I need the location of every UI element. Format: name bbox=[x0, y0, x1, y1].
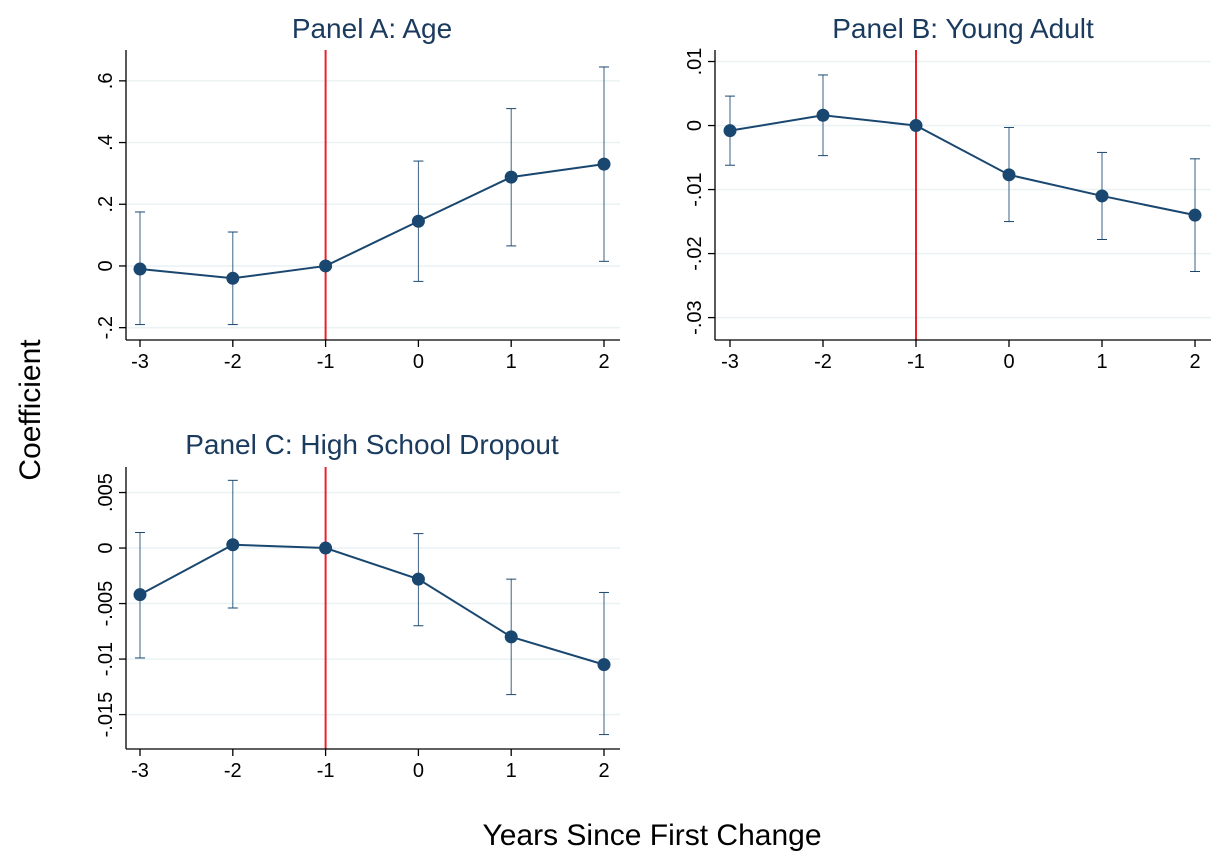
panel-b-point-0 bbox=[723, 124, 737, 138]
panel-a-y-tick-label-1: 0 bbox=[95, 260, 117, 271]
panel-c-point-1 bbox=[226, 538, 240, 552]
panel-a-point-0 bbox=[133, 262, 147, 276]
panel-a-point-3 bbox=[411, 214, 425, 228]
panel-c-x-tick-label-2: -1 bbox=[317, 760, 335, 782]
panel-b-x-tick-label-3: 0 bbox=[1003, 351, 1014, 373]
panel-c-series-line bbox=[139, 543, 605, 666]
panel-b-y-tick-label-3: 0 bbox=[684, 120, 706, 131]
panel-a-x-tick-label-5: 2 bbox=[598, 351, 609, 373]
panel-c-y-tick-label-3: 0 bbox=[95, 542, 117, 553]
panel-c-y-tick-label-1: -.01 bbox=[95, 642, 117, 676]
panel-b-y-tick-label-4: .01 bbox=[684, 48, 706, 76]
panel-a: -.2 0 .2 .4 .6 -3 -2 -1 0 1 2 Panel A: Age bbox=[95, 13, 620, 373]
panel-b-x-tick-label-2: -1 bbox=[907, 351, 925, 373]
panel-b-y-tick-label-2: -.01 bbox=[684, 172, 706, 206]
panel-c: -.015 -.01 -.005 0 .005 -3 -2 -1 0 1 2 Panel C: Hig… bbox=[95, 429, 620, 782]
y-axis-title: Coefficient bbox=[14, 339, 47, 481]
panel-c-y-tick-label-4: .005 bbox=[95, 473, 117, 512]
panel-c-point-5 bbox=[597, 658, 611, 672]
panel-a-y-tick-label-3: .4 bbox=[95, 134, 117, 151]
panel-a-x-tick-label-0: -3 bbox=[131, 351, 149, 373]
panel-b-point-2 bbox=[909, 119, 923, 133]
panel-b-x-tick-label-4: 1 bbox=[1096, 351, 1107, 373]
panel-a-y-tick-label-4: .6 bbox=[95, 73, 117, 90]
panel-a-title: Panel A: Age bbox=[292, 13, 452, 44]
panel-a-point-1 bbox=[226, 271, 240, 285]
panel-a-y-tick-label-2: .2 bbox=[95, 196, 117, 213]
panel-c-point-3 bbox=[411, 572, 425, 586]
panel-a-point-4 bbox=[504, 170, 518, 184]
panel-b-point-5 bbox=[1188, 208, 1202, 222]
panel-a-x-tick-label-3: 0 bbox=[413, 351, 424, 373]
panel-b-y-tick-label-0: -.03 bbox=[684, 300, 706, 334]
panel-c-x-tick-label-0: -3 bbox=[131, 760, 149, 782]
panel-c-x-tick-label-4: 1 bbox=[506, 760, 517, 782]
panel-b-x-tick-label-5: 2 bbox=[1189, 351, 1200, 373]
panel-a-series-line bbox=[139, 163, 605, 280]
panel-b-series-line bbox=[729, 114, 1196, 217]
panel-a-point-5 bbox=[597, 157, 611, 171]
panel-a-point-2 bbox=[319, 259, 333, 273]
panel-c-point-4 bbox=[504, 630, 518, 644]
panel-c-y-tick-label-0: -.015 bbox=[95, 692, 117, 738]
panel-b-x-tick-label-0: -3 bbox=[721, 351, 739, 373]
panel-b-point-4 bbox=[1095, 189, 1109, 203]
panel-a-y-tick-label-0: -.2 bbox=[95, 316, 117, 339]
x-axis-title: Years Since First Change bbox=[482, 819, 821, 852]
panel-a-x-tick-label-4: 1 bbox=[506, 351, 517, 373]
panel-b-x-tick-label-1: -2 bbox=[814, 351, 832, 373]
panel-c-x-tick-label-5: 2 bbox=[598, 760, 609, 782]
panel-b: -.03 -.02 -.01 0 .01 -3 -2 -1 0 1 2 Panel B: Young … bbox=[684, 13, 1211, 373]
panel-c-y-tick-label-2: -.005 bbox=[95, 581, 117, 627]
panel-c-point-0 bbox=[133, 588, 147, 602]
panel-c-x-tick-label-1: -2 bbox=[224, 760, 242, 782]
panel-b-title: Panel B: Young Adult bbox=[832, 13, 1094, 44]
panel-c-title: Panel C: High School Dropout bbox=[185, 429, 559, 460]
panel-a-x-tick-label-1: -2 bbox=[224, 351, 242, 373]
panel-a-x-tick-label-2: -1 bbox=[317, 351, 335, 373]
panel-c-point-2 bbox=[319, 541, 333, 555]
panel-c-x-tick-label-3: 0 bbox=[413, 760, 424, 782]
panel-b-point-1 bbox=[816, 108, 830, 122]
panel-b-y-tick-label-1: -.02 bbox=[684, 236, 706, 270]
panel-b-point-3 bbox=[1002, 168, 1016, 182]
